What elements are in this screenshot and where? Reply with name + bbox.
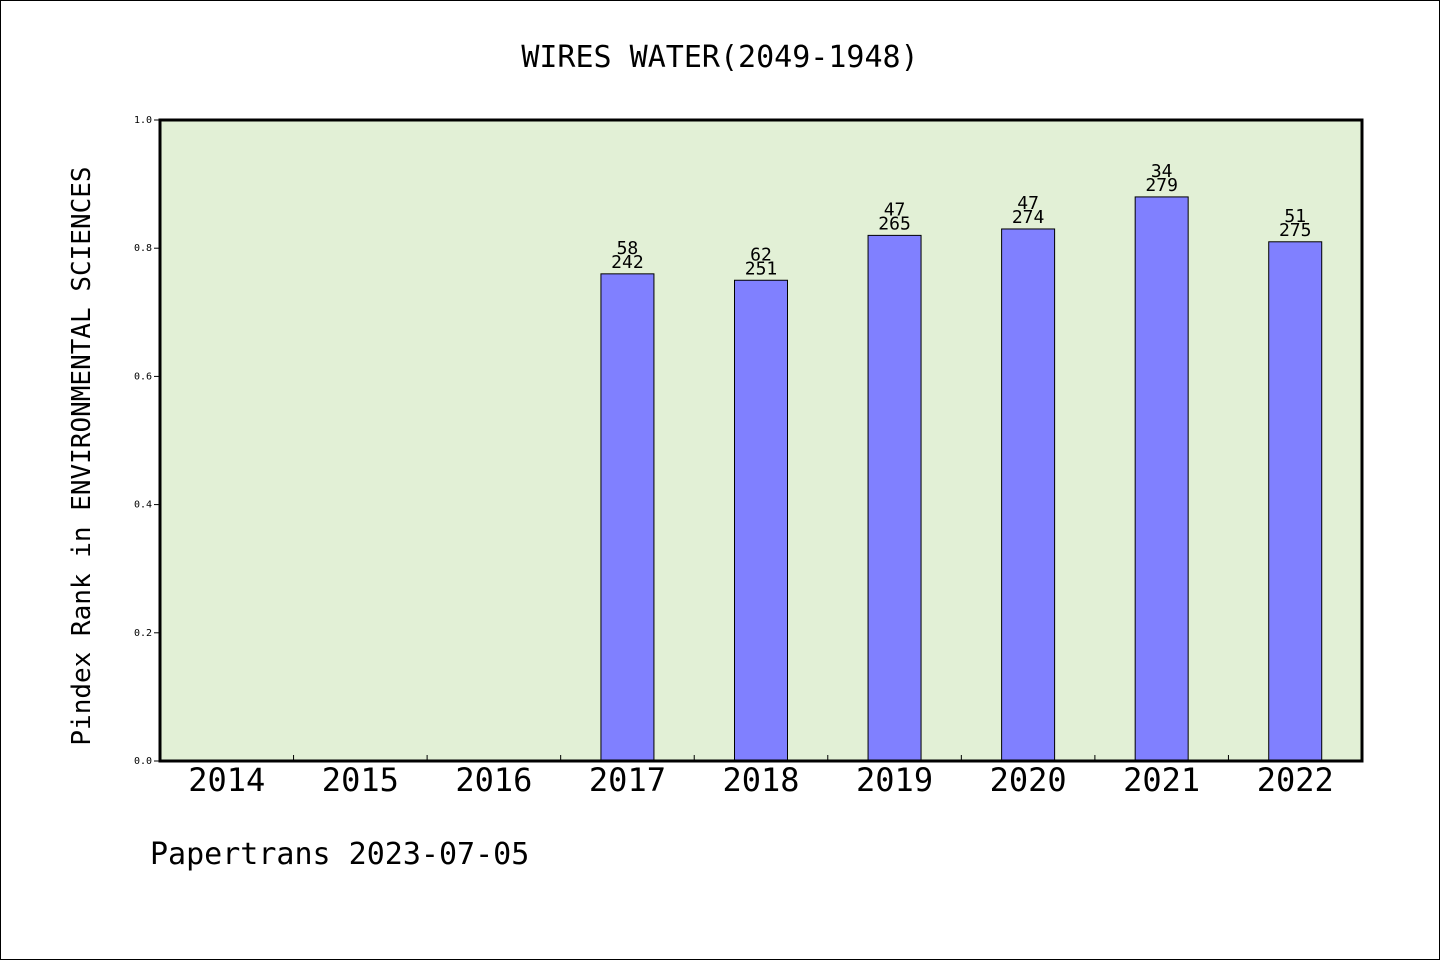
x-tick-label: 2015 [322,761,399,799]
y-tick-label: 0.0 [134,756,152,767]
bar-label-bottom: 274 [1012,207,1045,228]
y-tick-label: 1.0 [134,115,152,126]
footer-text: Papertrans 2023-07-05 [150,837,529,872]
bar [1268,241,1323,762]
y-axis-label: Pindex Rank in ENVIRONMENTAL SCIENCES [67,166,97,745]
bar-label-bottom: 279 [1145,175,1178,196]
bar [1134,196,1189,762]
bar [1001,228,1056,762]
chart-title: WIRES WATER(2049-1948) [521,40,918,75]
y-tick-label: 0.6 [134,371,152,382]
bar [867,234,922,762]
y-tick-label: 0.8 [134,243,152,254]
x-tick-label: 2020 [990,761,1067,799]
x-tick-label: 2016 [455,761,532,799]
x-tick-label: 2022 [1257,761,1334,799]
x-tick-label: 2014 [188,761,265,799]
ticks-group: 0.0 0.2 0.4 0.6 0.8 1.0 2014 2015 2016 2017 2018 20… [134,115,1334,799]
bar-label-top: 34 [1151,161,1173,182]
x-tick-label: 2017 [589,761,666,799]
bar-label-top: 47 [1017,193,1039,214]
bar [734,279,788,762]
x-tick-label: 2021 [1123,761,1200,799]
bar-label-top: 62 [750,244,772,265]
y-tick-label: 0.4 [134,500,152,511]
bar-label-top: 51 [1284,206,1306,227]
x-tick-label: 2019 [856,761,933,799]
bar-label-top: 47 [884,199,906,220]
bar-label-bottom: 242 [611,252,644,273]
x-tick-label: 2018 [722,761,799,799]
bar-label-top: 58 [617,238,639,259]
bar-label-bottom: 275 [1279,220,1312,241]
bar-label-bottom: 251 [745,258,778,279]
plot-border [158,118,1364,763]
bar [600,273,655,762]
bar-label-bottom: 265 [878,213,911,234]
y-tick-label: 0.2 [134,628,152,639]
